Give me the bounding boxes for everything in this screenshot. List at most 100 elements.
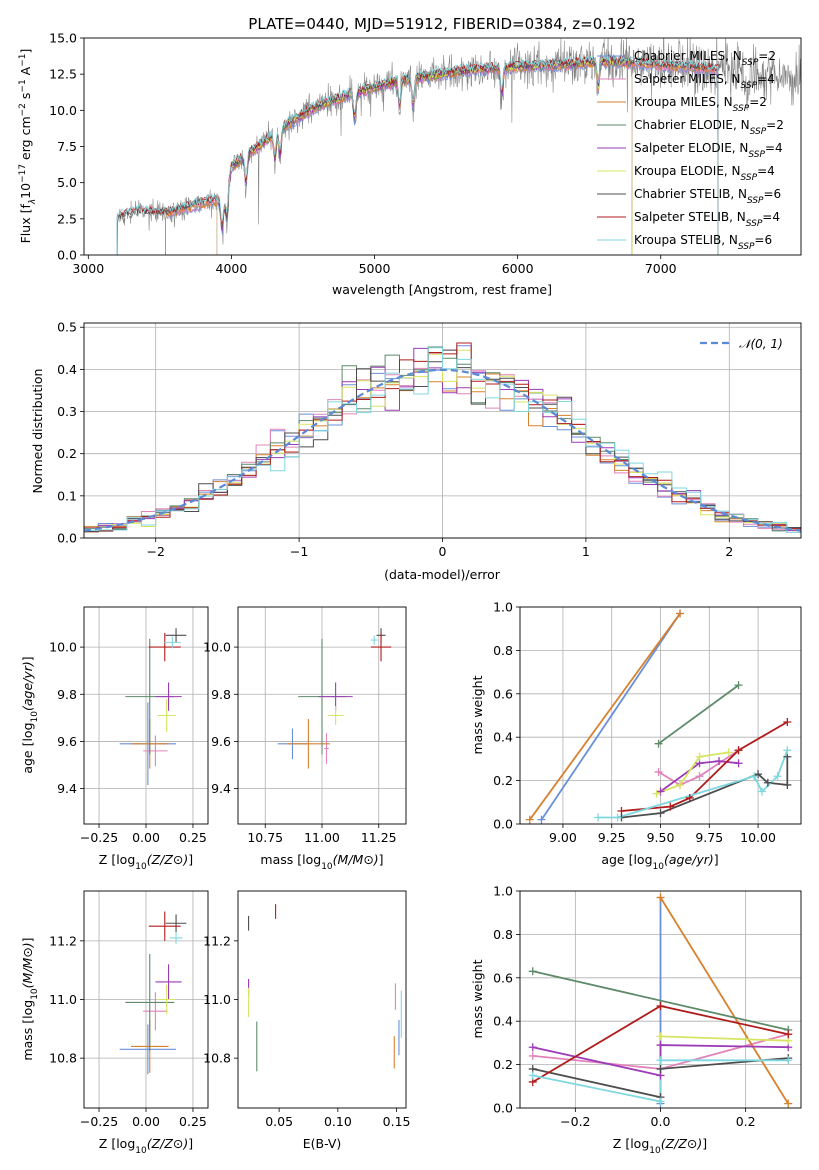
x-tick-label: 0.0 [651,1114,671,1129]
weight-marker-kroupa-elodie [695,752,704,761]
x-axis-label: Z [log10(Z/Z⊙)] [613,1136,707,1156]
weight-marker-kroupa-miles [784,1099,793,1108]
weight-marker-salpeter-stelib [784,1030,793,1039]
weight-age-axes-plot-area [529,612,789,821]
mass-z-axes-plot-area [119,911,187,1075]
axes-frame [83,322,802,539]
weight-marker-kroupa-miles [676,609,685,618]
y-tick-label: 0.0 [57,531,77,546]
x-tick-label: 3000 [72,261,104,276]
legend-entry: Chabrier STELIB, NSSP=6 [634,187,781,206]
age-z-axes: −0.25 0.00 0.25 9.4 9.6 9.8 10.0 Z [log10(Z/Z⊙)… [20,606,209,872]
y-tick-label: 0.5 [57,320,77,335]
weight-marker-salpeter-stelib [734,746,743,755]
y-tick-label: 5.0 [57,175,77,190]
y-tick-label: 11.2 [203,933,231,948]
y-tick-label: 10.8 [49,1051,77,1066]
y-tick-label: 0.0 [57,248,77,263]
y-tick-label: 15.0 [49,31,77,46]
y-tick-label: 0.0 [493,1101,513,1116]
age-z-axes-plot-area [119,628,187,786]
x-tick-label: 9.75 [695,830,723,845]
y-tick-label: 0.2 [57,446,77,461]
y-tick-label: 2.5 [57,211,77,226]
y-tick-label: 9.6 [211,734,231,749]
mass-z-axes: −0.25 0.00 0.25 10.8 11.0 11.2 Z [log10(Z/Z⊙)]… [20,890,209,1156]
x-tick-label: 9.00 [549,830,577,845]
x-axis-label: (data-model)/error [384,567,501,582]
y-tick-label: 0.2 [493,1057,513,1072]
y-tick-label: 11.2 [49,933,77,948]
x-tick-label: 0.00 [132,830,160,845]
y-tick-label: 9.6 [57,734,77,749]
weight-line-chabrier-elodie [532,970,789,1031]
y-tick-label: 7.5 [57,139,77,154]
axes-frame [237,890,407,1109]
weight-marker-chabrier-elodie [654,739,663,748]
weight-marker-kroupa-stelib [750,772,759,781]
y-tick-label: 0.8 [493,643,513,658]
y-tick-label: 0.0 [493,817,513,832]
weight-line-chabrier-miles [540,612,681,821]
x-tick-label: −0.25 [80,1114,118,1129]
x-axis-label: E(B-V) [303,1136,342,1151]
x-tick-label: 0.05 [265,1114,293,1129]
spectrum-plot-area [116,38,801,255]
x-tick-label: −2 [146,544,164,559]
x-axis-label: age [log10(age/yr)] [601,852,718,872]
legend-entry: Kroupa MILES, NSSP=2 [634,95,767,114]
weight-marker-kroupa-stelib [773,772,782,781]
weight-marker-kroupa-stelib [656,1097,665,1106]
weight-marker-kroupa-stelib [784,1056,793,1065]
weight-marker-salpeter-miles [695,772,704,781]
weight-marker-salpeter-stelib [685,793,694,802]
axes-frame [237,606,407,825]
weight-marker-chabrier-elodie [734,681,743,690]
weight-marker-kroupa-elodie [676,780,685,789]
y-axis-label: mass weight [470,675,485,754]
weight-marker-kroupa-stelib [783,746,792,755]
mass-ebv-axes: 0.05 0.10 0.15 10.8 11.0 11.2 E(B-V) [203,890,411,1151]
axes-frame [519,890,802,1109]
weight-marker-chabrier-miles [537,815,546,824]
y-tick-label: 10.0 [203,640,231,655]
x-tick-label: 0 [439,544,447,559]
x-tick-label: 6000 [502,261,534,276]
x-tick-label: 11.25 [361,830,397,845]
y-tick-label: 10.0 [49,103,77,118]
y-axis-label: age [log10(age/yr)] [20,656,40,773]
y-tick-label: 1.0 [493,600,513,615]
weight-line-salpeter-miles [658,749,740,786]
weight-line-salpeter-stelib [621,721,788,812]
spectrum-axes: 3000 4000 5000 6000 7000 0.0 2.5 5.0 7.5 10.0 12.5… [18,15,802,297]
weight-marker-kroupa-stelib [613,813,622,822]
weight-marker-kroupa-miles [656,893,665,902]
weight-marker-salpeter-miles [528,1051,537,1060]
weight-marker-chabrier-stelib [763,778,772,787]
y-tick-label: 0.4 [493,1014,513,1029]
weight-marker-salpeter-stelib [656,1002,665,1011]
weight-marker-kroupa-stelib [757,787,766,796]
x-tick-label: 1 [582,544,590,559]
y-axis-label: mass weight [470,959,485,1038]
weight-marker-chabrier-stelib [656,1064,665,1073]
weight-marker-chabrier-elodie [528,967,537,976]
weight-z-axes: −0.2 0.0 0.2 0.0 0.2 0.4 0.6 0.8 1.0 Z [log10(Z/Z… [470,884,802,1156]
normal-curve-line [84,368,801,532]
weight-marker-salpeter-miles [654,767,663,776]
y-axis-label: mass [log10(M/M⊙)] [20,937,40,1060]
x-tick-label: −1 [290,544,308,559]
y-tick-label: 10.0 [49,640,77,655]
x-axis-label: Z [log10(Z/Z⊙)] [99,852,193,872]
x-tick-label: 10.00 [740,830,776,845]
x-axis-label: wavelength [Angstrom, rest frame] [332,282,552,297]
weight-marker-kroupa-stelib [656,1056,665,1065]
legend-entry: 𝒩(0, 1) [739,337,783,351]
legend-entry: Chabrier MILES, NSSP=2 [634,49,776,68]
x-tick-label: 0.25 [179,1114,207,1129]
x-tick-label: 11.00 [304,830,340,845]
y-tick-label: 0.1 [57,488,77,503]
weight-line-chabrier-stelib [621,756,789,819]
weight-marker-kroupa-stelib [528,1071,537,1080]
